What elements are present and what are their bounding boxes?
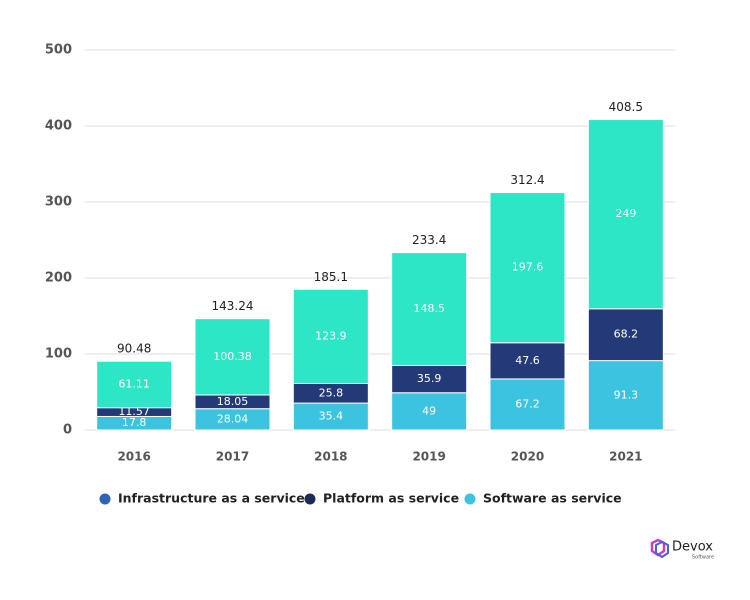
- logo-icon: [650, 538, 666, 557]
- value-label: 67.2: [515, 397, 540, 410]
- x-tick-label: 2020: [511, 450, 544, 464]
- bar-segment: [391, 392, 468, 431]
- y-tick-label: 200: [45, 271, 72, 286]
- value-label: 68.2: [614, 328, 639, 341]
- y-tick-label: 0: [63, 423, 72, 438]
- legend-label: Platform as service: [323, 491, 459, 506]
- bar-segment: [587, 360, 664, 431]
- bar-segment: [587, 119, 664, 310]
- x-tick-label: 2018: [314, 450, 347, 464]
- legend-marker: [99, 493, 111, 505]
- logo-icon: [655, 540, 669, 559]
- value-label: 91.3: [614, 388, 639, 401]
- bar-segment: [489, 378, 566, 431]
- legend-label: Software as service: [483, 491, 622, 506]
- bar-segment: [292, 288, 369, 384]
- value-label: 249: [615, 207, 636, 220]
- y-tick-label: 300: [45, 195, 72, 210]
- total-label: 312.4: [510, 173, 544, 187]
- total-label: 233.4: [412, 233, 446, 247]
- x-tick-label: 2019: [412, 450, 445, 464]
- bar-segment: [194, 318, 271, 396]
- logo-sub: Software: [692, 555, 714, 561]
- total-label: 185.1: [314, 270, 348, 284]
- y-tick-label: 400: [45, 119, 72, 134]
- legend-marker: [304, 493, 316, 505]
- bar-segment: [391, 364, 468, 394]
- value-label: 35.4: [319, 410, 344, 423]
- value-label: 35.9: [417, 372, 442, 385]
- value-label: 17.8: [122, 416, 147, 429]
- bar-segment: [96, 360, 173, 409]
- bar-segment: [292, 402, 369, 431]
- value-label: 61.11: [118, 377, 150, 390]
- value-label: 123.9: [315, 329, 347, 342]
- x-tick-label: 2016: [117, 450, 150, 464]
- bar-segment: [489, 192, 566, 344]
- logo: Devox Software: [650, 538, 714, 561]
- value-label: 49: [422, 404, 436, 417]
- value-label: 18.05: [217, 395, 249, 408]
- total-label: 143.24: [212, 299, 254, 313]
- y-tick-label: 100: [45, 347, 72, 362]
- legend-label: Infrastructure as a service: [118, 491, 305, 506]
- logo-name: Devox: [672, 540, 713, 555]
- value-label: 148.5: [413, 302, 445, 315]
- bar-segment: [587, 308, 664, 362]
- y-tick-label: 500: [45, 43, 72, 58]
- bar-segment: [391, 252, 468, 366]
- x-tick-label: 2021: [609, 450, 642, 464]
- x-tick-label: 2017: [216, 450, 249, 464]
- bar-segment: [489, 342, 566, 380]
- total-label: 90.48: [117, 342, 151, 356]
- value-label: 28.04: [217, 412, 249, 425]
- total-label: 408.5: [609, 100, 643, 114]
- value-label: 100.38: [213, 350, 252, 363]
- value-label: 197.6: [512, 261, 544, 274]
- legend-marker: [464, 493, 476, 505]
- value-label: 25.8: [319, 386, 344, 399]
- value-label: 11.57: [118, 405, 150, 418]
- value-label: 47.6: [515, 354, 540, 367]
